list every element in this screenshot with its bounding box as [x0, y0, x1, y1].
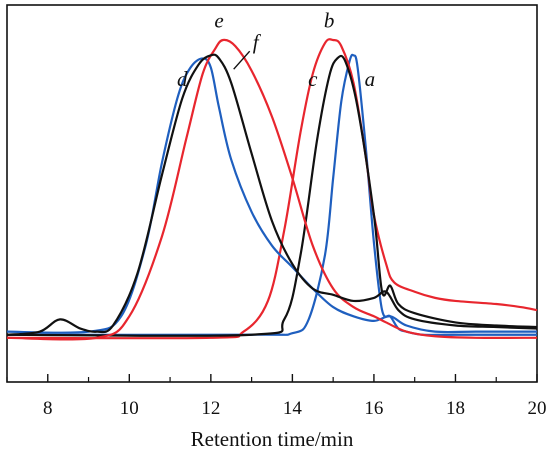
curve-label-e: e	[214, 9, 223, 33]
curve-label-d: d	[177, 67, 188, 91]
x-axis-ticks: 8 10 12 14 16 18 20	[6, 374, 547, 419]
curve-label-f-leader	[233, 50, 251, 70]
series-line-b	[6, 38, 538, 340]
x-tick-label-18: 18	[446, 398, 465, 419]
x-axis-title: Retention time/min	[191, 427, 354, 451]
plot-frame	[6, 4, 538, 383]
x-tick-label-14: 14	[283, 398, 303, 419]
series-line-e	[6, 38, 538, 341]
x-tick-label-10: 10	[120, 398, 139, 419]
curve-labels: a b c d e f	[177, 9, 375, 91]
x-tick-label-16: 16	[364, 398, 383, 419]
x-tick-label-8: 8	[43, 398, 53, 419]
curve-label-c: c	[308, 67, 318, 91]
series-line-c	[6, 54, 538, 337]
curve-label-a: a	[365, 67, 376, 91]
series-layer	[6, 38, 538, 341]
series-line-f	[6, 53, 538, 336]
x-tick-label-20: 20	[528, 398, 547, 419]
curve-label-b: b	[324, 9, 335, 33]
curve-label-f: f	[253, 30, 262, 54]
series-line-a	[6, 53, 537, 337]
x-tick-label-12: 12	[201, 398, 220, 419]
